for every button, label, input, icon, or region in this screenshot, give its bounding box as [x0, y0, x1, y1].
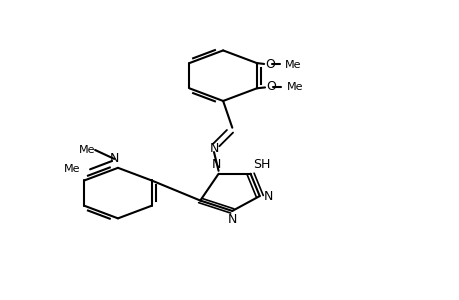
- Text: Me: Me: [286, 82, 302, 92]
- Text: N: N: [227, 213, 236, 226]
- Text: Me: Me: [78, 145, 95, 155]
- Text: N: N: [263, 190, 272, 202]
- Text: N: N: [211, 158, 220, 171]
- Text: O: O: [265, 80, 275, 93]
- Text: O: O: [264, 58, 274, 71]
- Text: Me: Me: [285, 59, 301, 70]
- Text: Me: Me: [63, 164, 80, 174]
- Text: N: N: [209, 142, 218, 155]
- Text: SH: SH: [252, 158, 269, 171]
- Text: N: N: [109, 152, 119, 165]
